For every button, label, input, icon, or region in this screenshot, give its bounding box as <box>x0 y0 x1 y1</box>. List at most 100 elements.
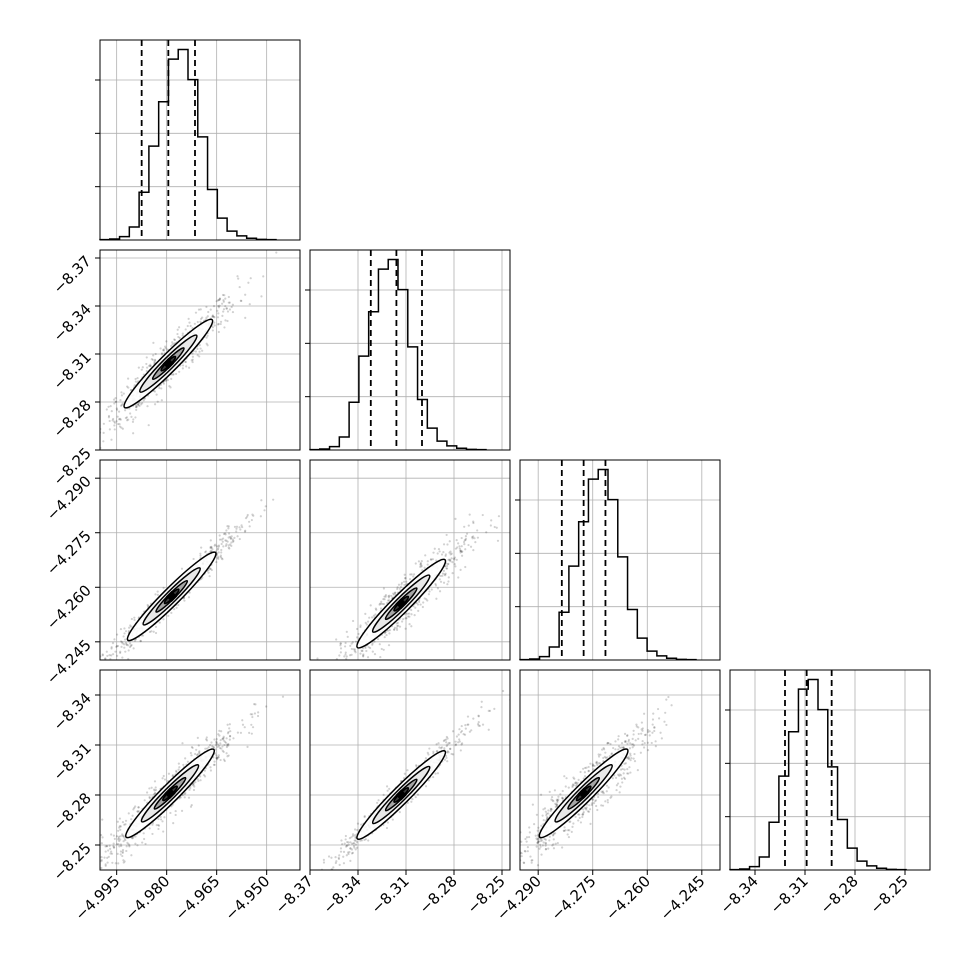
scatter-point <box>220 747 223 750</box>
scatter-point <box>228 723 231 726</box>
scatter-point <box>594 800 597 803</box>
scatter-point <box>536 829 539 832</box>
scatter-point <box>543 807 547 810</box>
scatter-point <box>128 645 132 649</box>
scatter-point <box>400 620 404 623</box>
scatter-point <box>388 628 392 632</box>
scatter-point <box>244 293 247 296</box>
scatter-point <box>622 776 626 779</box>
scatter-point <box>355 663 357 665</box>
scatter-point <box>154 352 157 356</box>
scatter-point <box>511 872 513 874</box>
scatter-point <box>388 594 391 597</box>
scatter-point <box>408 578 412 581</box>
scatter-point <box>240 299 243 303</box>
scatter-point <box>236 275 239 278</box>
scatter-point <box>544 847 548 851</box>
scatter-points-4-1 <box>100 695 285 870</box>
scatter-point <box>225 744 228 747</box>
scatter-point <box>317 871 319 873</box>
scatter-point <box>351 833 355 836</box>
scatter-point <box>460 536 463 540</box>
scatter-point <box>445 741 448 744</box>
scatter-point <box>369 604 372 607</box>
scatter-point <box>141 402 144 405</box>
scatter-point <box>215 757 218 760</box>
scatter-point <box>544 842 548 845</box>
scatter-point <box>364 621 367 624</box>
scatter-point <box>544 844 547 847</box>
scatter-point <box>632 733 635 736</box>
scatter-point <box>385 826 389 830</box>
scatter-point <box>219 758 222 762</box>
scatter-point <box>123 646 126 649</box>
scatter-point <box>459 551 462 554</box>
scatter-point <box>119 850 123 853</box>
scatter-point <box>214 744 218 747</box>
scatter-point <box>602 746 605 750</box>
scatter-point <box>402 776 406 780</box>
scatter-point <box>353 648 357 651</box>
scatter-point <box>252 514 255 517</box>
scatter-point <box>337 683 339 685</box>
scatter-point <box>167 614 170 617</box>
scatter-point <box>206 747 209 750</box>
scatter-point <box>404 577 407 580</box>
scatter-point <box>119 628 123 631</box>
scatter-point <box>601 804 605 807</box>
scatter-point <box>170 344 173 348</box>
scatter-point <box>185 365 188 368</box>
scatter-point <box>497 515 501 518</box>
scatter-point <box>143 837 146 841</box>
scatter-point <box>597 753 600 756</box>
panel-frame-diag-3 <box>519 459 721 661</box>
scatter-point <box>450 552 453 555</box>
scatter-point <box>209 308 212 311</box>
scatter-point <box>183 599 186 602</box>
scatter-point <box>196 354 199 357</box>
scatter-point <box>495 526 498 529</box>
scatter-point <box>581 815 584 819</box>
scatter-point <box>198 350 201 353</box>
scatter-point <box>118 425 122 428</box>
scatter-point <box>124 823 127 826</box>
scatter-point <box>305 708 307 710</box>
scatter-point <box>177 762 180 765</box>
scatter-point <box>230 544 233 547</box>
scatter-point <box>215 560 218 564</box>
scatter-point <box>651 723 654 726</box>
scatter-point <box>477 721 480 724</box>
scatter-point <box>622 746 625 749</box>
scatter-point <box>122 835 125 838</box>
scatter-point <box>592 768 595 771</box>
scatter-point <box>621 767 624 771</box>
scatter-point <box>588 804 591 807</box>
scatter-point <box>559 793 562 796</box>
scatter-point <box>348 654 352 657</box>
scatter-point <box>516 876 518 878</box>
scatter-point <box>220 730 223 733</box>
scatter-point <box>117 862 120 865</box>
scatter-point <box>227 744 230 747</box>
scatter-point <box>119 828 122 831</box>
scatter-point <box>313 703 315 705</box>
scatter-point <box>416 603 420 606</box>
scatter-point <box>102 431 105 434</box>
x-tick-label-1-1: −4.995 <box>72 872 124 924</box>
scatter-point <box>122 859 125 862</box>
scatter-point <box>227 527 230 530</box>
scatter-point <box>162 382 166 385</box>
scatter-point <box>133 384 136 387</box>
scatter-point <box>227 301 230 304</box>
scatter-point <box>422 601 425 604</box>
scatter-point <box>454 565 457 568</box>
scatter-point <box>540 824 543 827</box>
scatter-point <box>459 568 462 571</box>
scatter-point <box>350 642 353 645</box>
scatter-point <box>129 412 132 415</box>
scatter-point <box>564 785 567 788</box>
scatter-point <box>218 729 221 732</box>
scatter-point <box>136 810 139 813</box>
scatter-point <box>149 364 152 368</box>
scatter-point <box>454 744 457 747</box>
